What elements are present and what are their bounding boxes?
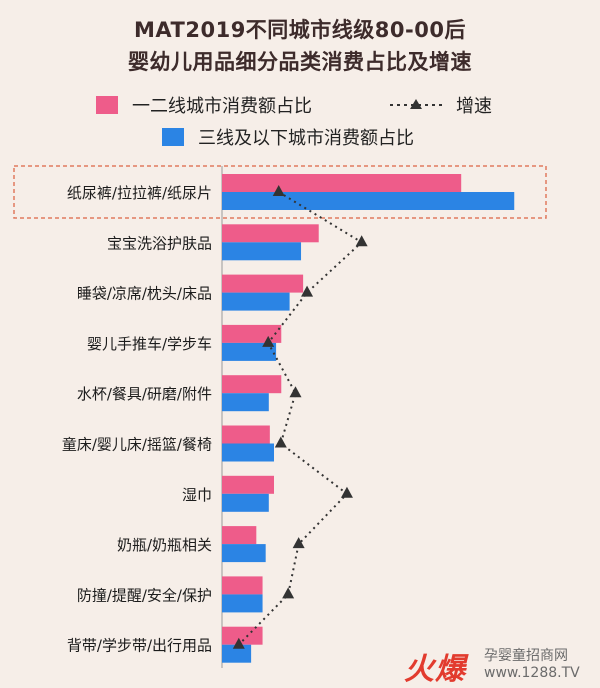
bar-tier12 bbox=[222, 375, 282, 394]
bar-tier3 bbox=[222, 594, 263, 613]
bar-tier12 bbox=[222, 324, 282, 343]
growth-point bbox=[292, 537, 305, 549]
legend-label-growth: 增速 bbox=[456, 96, 492, 117]
bar-tier3 bbox=[222, 493, 269, 512]
growth-point bbox=[340, 486, 353, 498]
bar-tier3 bbox=[222, 242, 302, 261]
category-label: 宝宝洗浴护肤品 bbox=[107, 234, 212, 252]
growth-point bbox=[301, 285, 314, 297]
category-label: 防撞/提醒/安全/保护 bbox=[77, 586, 212, 604]
growth-point bbox=[262, 335, 275, 347]
legend-swatch-blue bbox=[162, 128, 184, 146]
bar-tier3 bbox=[222, 292, 290, 311]
chart-title-line2: 婴幼儿用品细分品类消费占比及增速 bbox=[128, 50, 472, 74]
growth-line bbox=[238, 191, 364, 646]
category-label: 婴儿手推车/学步车 bbox=[87, 335, 212, 353]
category-label: 纸尿裤/拉拉裤/纸尿片 bbox=[67, 184, 212, 202]
category-label: 奶瓶/奶瓶相关 bbox=[117, 536, 212, 554]
legend-swatch-pink bbox=[96, 96, 118, 114]
growth-point bbox=[355, 235, 368, 247]
category-label: 睡袋/凉席/枕头/床品 bbox=[77, 285, 212, 303]
watermark-url: www.1288.TV bbox=[484, 665, 580, 681]
bar-tier3 bbox=[222, 544, 266, 563]
watermark-site: 孕婴童招商网 bbox=[484, 648, 568, 664]
category-label: 背带/学步带/出行用品 bbox=[67, 637, 212, 655]
watermark-text: 孕婴童招商网 www.1288.TV bbox=[484, 648, 580, 682]
legend-item-tier12: 一二线城市消费额占比 bbox=[96, 92, 312, 118]
growth-point bbox=[289, 386, 302, 398]
legend-growth-line-icon bbox=[390, 99, 442, 109]
bar-tier3 bbox=[222, 342, 277, 361]
bar-tier3 bbox=[222, 192, 515, 210]
chart-title-line1: MAT2019不同城市线级80-00后 bbox=[134, 18, 466, 42]
legend-label-tier12: 一二线城市消费额占比 bbox=[132, 96, 312, 117]
bar-tier3 bbox=[222, 644, 252, 663]
legend-label-tier3: 三线及以下城市消费额占比 bbox=[198, 128, 414, 149]
bar-tier12 bbox=[222, 224, 319, 243]
bar-tier12 bbox=[222, 274, 304, 293]
bar-tier3 bbox=[222, 393, 269, 412]
highlight-box bbox=[13, 165, 547, 219]
watermark-logo: 火爆 bbox=[404, 652, 466, 687]
bar-tier12 bbox=[222, 576, 263, 595]
bar-tier12 bbox=[222, 626, 263, 645]
category-label: 湿巾 bbox=[182, 486, 212, 504]
legend-item-tier3: 三线及以下城市消费额占比 bbox=[162, 124, 414, 150]
category-label: 水杯/餐具/研磨/附件 bbox=[77, 385, 212, 403]
growth-point bbox=[274, 436, 287, 448]
bar-tier12 bbox=[222, 174, 462, 192]
growth-point bbox=[232, 637, 245, 649]
growth-point bbox=[282, 587, 295, 599]
category-label: 童床/婴儿床/摇篮/餐椅 bbox=[62, 436, 212, 454]
bar-tier12 bbox=[222, 475, 274, 494]
bar-tier12 bbox=[222, 526, 257, 545]
bar-tier3 bbox=[222, 443, 274, 462]
legend-item-growth: 增速 bbox=[388, 92, 492, 118]
bar-tier12 bbox=[222, 425, 270, 444]
growth-point bbox=[272, 185, 285, 196]
